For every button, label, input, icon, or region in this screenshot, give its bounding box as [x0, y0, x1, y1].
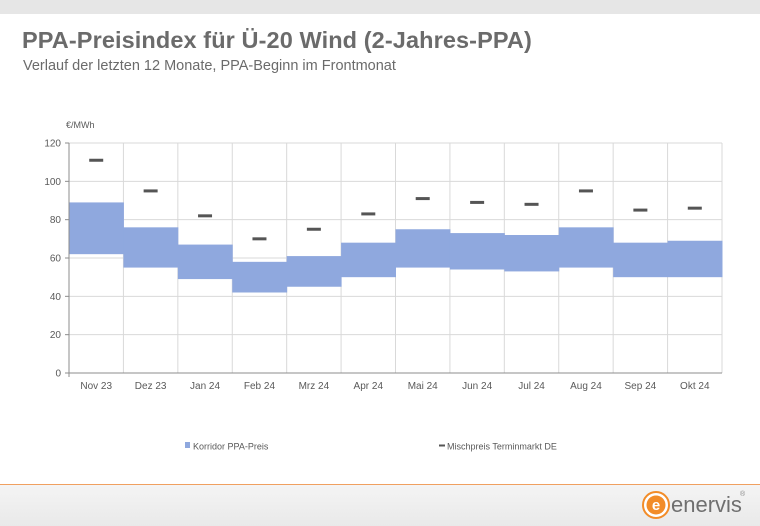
- range-bar: [613, 242, 669, 278]
- price-marker: [578, 189, 593, 193]
- y-tick-label: 80: [50, 215, 62, 226]
- x-tick-label: Jun 24: [462, 381, 492, 392]
- range-bar: [341, 242, 396, 278]
- price-marker: [415, 197, 430, 201]
- x-tick-label: Jul 24: [518, 381, 545, 392]
- range-bar: [504, 235, 560, 272]
- range-bar: [177, 244, 233, 280]
- price-marker: [687, 206, 702, 210]
- legend-label-corridor: Korridor PPA-Preis: [193, 442, 269, 452]
- range-bar: [123, 227, 179, 268]
- chart-subtitle: Verlauf der letzten 12 Monate, PPA-Begin…: [23, 58, 396, 74]
- legend-swatch-market: [439, 444, 445, 447]
- y-tick-label: 100: [44, 177, 61, 188]
- y-tick-label: 20: [50, 330, 62, 341]
- y-tick-label: 120: [44, 139, 61, 150]
- range-bar: [232, 261, 288, 293]
- x-tick-label: Jan 24: [190, 381, 220, 392]
- price-marker: [143, 189, 158, 193]
- y-unit-label: €/MWh: [66, 120, 95, 130]
- y-tick-label: 40: [50, 292, 62, 303]
- price-marker: [198, 214, 213, 218]
- brand-name: enervis: [671, 492, 742, 517]
- price-marker: [470, 200, 485, 204]
- x-tick-label: Sep 24: [625, 381, 657, 392]
- range-bar: [667, 240, 723, 278]
- top-strip: [0, 0, 760, 14]
- price-marker: [252, 237, 267, 241]
- price-marker: [361, 212, 376, 216]
- x-tick-label: Nov 23: [80, 381, 112, 392]
- logo-letter: e: [652, 497, 660, 514]
- y-tick-label: 60: [50, 254, 62, 265]
- chart-title: PPA-Preisindex für Ü-20 Wind (2-Jahres-P…: [22, 27, 532, 53]
- x-tick-label: Apr 24: [354, 381, 384, 392]
- x-tick-label: Aug 24: [570, 381, 602, 392]
- brand-registered-mark: ®: [740, 491, 746, 498]
- x-tick-label: Okt 24: [680, 381, 710, 392]
- x-tick-label: Mrz 24: [299, 381, 330, 392]
- price-marker: [306, 227, 321, 231]
- footer-bar: [0, 484, 760, 526]
- price-marker: [89, 158, 104, 162]
- range-bar: [449, 233, 505, 270]
- range-bar: [286, 256, 342, 287]
- legend-swatch-corridor: [185, 442, 190, 448]
- legend-label-market: Mischpreis Terminmarkt DE: [447, 442, 557, 452]
- price-marker: [633, 208, 648, 212]
- enervis-logo-icon: e: [642, 491, 670, 519]
- y-tick-label: 0: [55, 369, 61, 380]
- x-tick-label: Dez 23: [135, 381, 167, 392]
- x-tick-label: Feb 24: [244, 381, 276, 392]
- range-bar: [69, 202, 124, 255]
- price-marker: [524, 202, 539, 206]
- chart: 0 20 40 60 80 100 120 €/MWh Nov 23 Dez 23 Jan 24 Fe…: [44, 120, 723, 452]
- x-tick-label: Mai 24: [408, 381, 438, 392]
- range-bar: [395, 229, 451, 268]
- range-bar: [558, 227, 614, 268]
